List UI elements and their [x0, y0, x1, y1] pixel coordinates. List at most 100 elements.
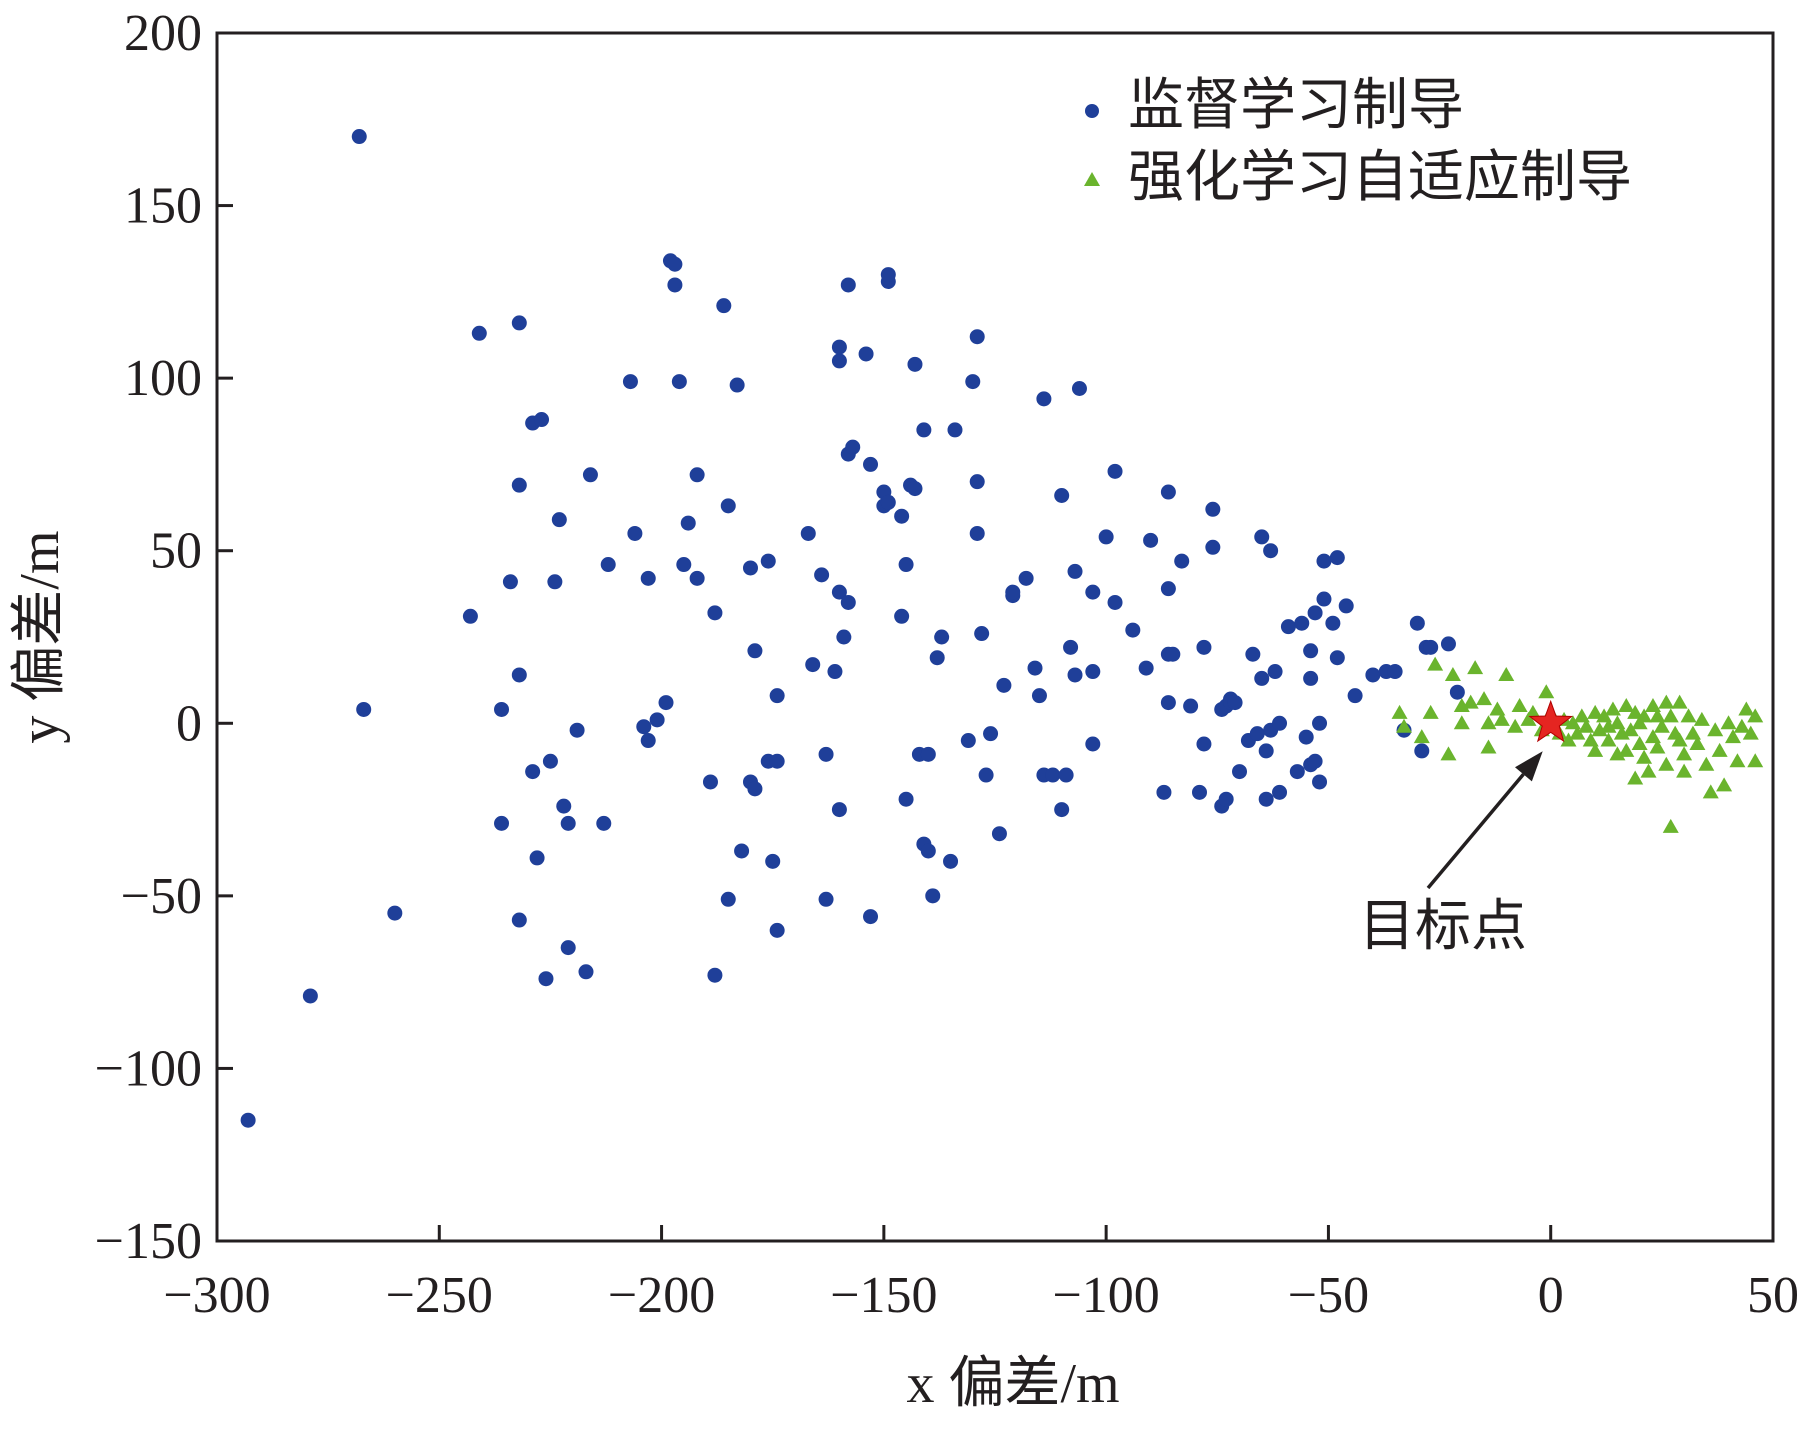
scatter-point-supervised [351, 129, 367, 145]
legend-marker-reinforcement [1084, 172, 1100, 186]
scatter-point-reinforcement [1564, 715, 1581, 730]
scatter-point-supervised [925, 888, 941, 904]
scatter-point-reinforcement [1716, 777, 1733, 792]
scatter-point-supervised [920, 746, 936, 762]
scatter-point-supervised [1329, 650, 1345, 666]
scatter-point-supervised [769, 753, 785, 769]
scatter-point-supervised [974, 626, 990, 642]
scatter-point-reinforcement [1631, 735, 1648, 750]
scatter-point-supervised [960, 733, 976, 749]
target-arrow-head [1515, 751, 1543, 782]
scatter-point-reinforcement [1658, 756, 1675, 771]
scatter-point-supervised [1205, 539, 1221, 555]
scatter-point-reinforcement [1640, 763, 1657, 778]
scatter-point-supervised [1107, 594, 1123, 610]
scatter-point-supervised [1192, 784, 1208, 800]
scatter-point-supervised [569, 722, 585, 738]
scatter-point-supervised [1071, 380, 1087, 396]
scatter-point-supervised [1249, 726, 1265, 742]
scatter-point-reinforcement [1427, 656, 1444, 671]
scatter-point-reinforcement [1618, 742, 1635, 757]
scatter-point-reinforcement [1396, 718, 1413, 733]
scatter-point-supervised [547, 574, 563, 590]
scatter-point-supervised [1449, 684, 1465, 700]
scatter-point-supervised [880, 267, 896, 283]
x-tick-label: −250 [386, 1267, 493, 1324]
scatter-point-supervised [814, 567, 830, 583]
scatter-point-reinforcement [1489, 701, 1506, 716]
scatter-point-supervised [991, 826, 1007, 842]
scatter-point-supervised [983, 726, 999, 742]
scatter-point-reinforcement [1587, 704, 1604, 719]
scatter-point-supervised [1085, 736, 1101, 752]
scatter-point-supervised [1018, 570, 1034, 586]
y-axis-label: y 偏差/m [9, 530, 71, 743]
scatter-point-supervised [1218, 791, 1234, 807]
scatter-point-supervised [1067, 563, 1083, 579]
scatter-point-supervised [831, 353, 847, 369]
scatter-point-supervised [1156, 784, 1172, 800]
x-tick-label: −200 [608, 1267, 715, 1324]
plot-frame [215, 31, 1775, 1243]
scatter-point-reinforcement [1747, 753, 1764, 768]
scatter-point-reinforcement [1698, 756, 1715, 771]
scatter-point-supervised [1316, 553, 1332, 569]
scatter-point-supervised [1063, 639, 1079, 655]
x-tick-label: −100 [1052, 1267, 1159, 1324]
scatter-point-supervised [720, 891, 736, 907]
scatter-point-supervised [1280, 619, 1296, 635]
scatter-point-supervised [529, 850, 545, 866]
scatter-point-supervised [863, 456, 879, 472]
legend-label-supervised: 监督学习制导 [1128, 75, 1464, 137]
scatter-point-supervised [1196, 736, 1212, 752]
scatter-point-supervised [716, 298, 732, 314]
scatter-point-supervised [1031, 688, 1047, 704]
scatter-point-supervised [720, 498, 736, 514]
scatter-point-reinforcement [1498, 666, 1515, 681]
scatter-point-reinforcement [1493, 711, 1510, 726]
scatter-point-supervised [627, 525, 643, 541]
scatter-point-supervised [1267, 664, 1283, 680]
scatter-point-reinforcement [1609, 715, 1626, 730]
scatter-point-reinforcement [1476, 691, 1493, 706]
scatter-point-supervised [1316, 591, 1332, 607]
scatter-point-supervised [494, 815, 510, 831]
scatter-point-reinforcement [1689, 735, 1706, 750]
scatter-point-supervised [969, 329, 985, 345]
legend-label-reinforcement: 强化学习自适应制导 [1128, 147, 1632, 209]
scatter-point-supervised [511, 667, 527, 683]
scatter-point-supervised [494, 701, 510, 717]
scatter-point-supervised [1254, 670, 1270, 686]
scatter-point-supervised [1143, 532, 1159, 548]
scatter-point-reinforcement [1604, 701, 1621, 716]
series-supervised-points [240, 129, 1465, 1128]
scatter-point-supervised [636, 719, 652, 735]
scatter-point-supervised [1125, 622, 1141, 638]
scatter-point-reinforcement [1511, 698, 1528, 713]
scatter-point-supervised [1138, 660, 1154, 676]
scatter-point-supervised [1045, 767, 1061, 783]
scatter-point-supervised [707, 967, 723, 983]
scatter-point-supervised [1174, 553, 1190, 569]
x-tick-label: 0 [1538, 1267, 1564, 1324]
scatter-point-supervised [747, 781, 763, 797]
scatter-point-reinforcement [1444, 666, 1461, 681]
scatter-point-reinforcement [1724, 729, 1741, 744]
scatter-point-supervised [1387, 664, 1403, 680]
scatter-point-supervised [596, 815, 612, 831]
scatter-point-supervised [894, 508, 910, 524]
scatter-point-supervised [742, 560, 758, 576]
scatter-point-reinforcement [1676, 763, 1693, 778]
scatter-point-supervised [1054, 487, 1070, 503]
scatter-point-supervised [356, 701, 372, 717]
scatter-point-supervised [1205, 501, 1221, 517]
scatter-point-supervised [943, 853, 959, 869]
scatter-point-supervised [818, 746, 834, 762]
scatter-point-supervised [1440, 636, 1456, 652]
scatter-point-supervised [978, 767, 994, 783]
scatter-point-reinforcement [1480, 739, 1497, 754]
target-star-marker [1528, 699, 1573, 743]
scatter-point-supervised [1298, 729, 1314, 745]
scatter-point-reinforcement [1671, 732, 1688, 747]
scatter-point-reinforcement [1742, 725, 1759, 740]
